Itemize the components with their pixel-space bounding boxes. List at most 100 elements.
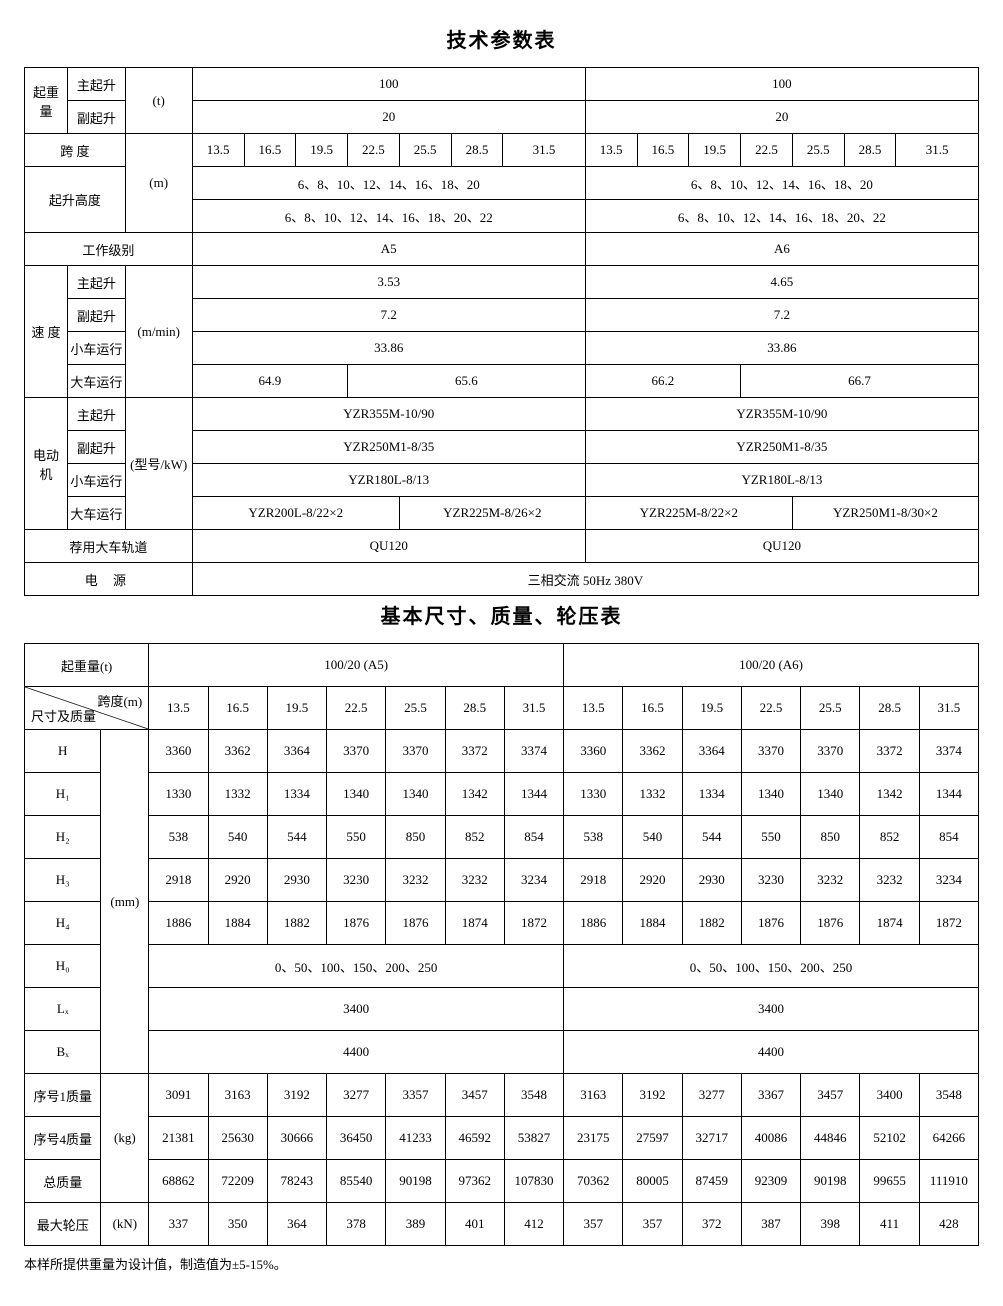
cell: 100	[585, 68, 978, 101]
cell: 3364	[267, 730, 326, 773]
label: 主起升	[68, 68, 126, 101]
cell: 2920	[208, 859, 267, 902]
cell: 3232	[445, 859, 504, 902]
cell: 25.5	[386, 687, 445, 730]
cell: 0、50、100、150、200、250	[149, 945, 564, 988]
cell: 3372	[860, 730, 919, 773]
cell: QU120	[585, 530, 978, 563]
row: H₃ 2918292029303230323232323234291829202…	[25, 859, 979, 902]
cell: 1874	[445, 902, 504, 945]
cell: 27597	[623, 1117, 682, 1160]
cell: 4400	[564, 1031, 979, 1074]
cell: A5	[192, 233, 585, 266]
label: 尺寸及质量	[31, 706, 96, 725]
cell: 46592	[445, 1117, 504, 1160]
cell: 3364	[682, 730, 741, 773]
cell: 544	[682, 816, 741, 859]
cell: A6	[585, 233, 978, 266]
cell: 25630	[208, 1117, 267, 1160]
unit: (kN)	[101, 1203, 149, 1246]
cell: 1872	[919, 902, 978, 945]
cell: 1876	[741, 902, 800, 945]
cell: 3232	[386, 859, 445, 902]
cell: 32717	[682, 1117, 741, 1160]
cell: 1332	[623, 773, 682, 816]
cell: 2930	[682, 859, 741, 902]
cell: 3091	[149, 1074, 208, 1117]
label: 副起升	[68, 299, 126, 332]
cell: 1876	[801, 902, 860, 945]
cell: 3548	[504, 1074, 563, 1117]
cell: 53827	[504, 1117, 563, 1160]
cell: 1884	[208, 902, 267, 945]
label: 序号4质量	[25, 1117, 101, 1160]
cell: YZR250M1-8/30×2	[792, 497, 978, 530]
cell: 72209	[208, 1160, 267, 1203]
cell: 411	[860, 1203, 919, 1246]
label: H₂	[25, 816, 101, 859]
cell: 3457	[445, 1074, 504, 1117]
label: 小车运行	[68, 464, 126, 497]
cell: 1872	[504, 902, 563, 945]
cell: 2918	[564, 859, 623, 902]
cell: 3370	[801, 730, 860, 773]
cell: 70362	[564, 1160, 623, 1203]
row: 工作级别 A5 A6	[25, 233, 979, 266]
footnote: 本样所提供重量为设计值，制造值为±5-15%。	[24, 1254, 979, 1273]
cell: 1334	[267, 773, 326, 816]
label: 速 度	[25, 266, 68, 398]
cell: 3370	[741, 730, 800, 773]
label: 起升高度	[25, 167, 126, 233]
cell: 401	[445, 1203, 504, 1246]
cell: 6、8、10、12、14、16、18、20、22	[585, 200, 978, 233]
title-2: 基本尺寸、质量、轮压表	[24, 600, 979, 629]
cell: 31.5	[896, 134, 979, 167]
label: 起重量	[25, 68, 68, 134]
cell: 52102	[860, 1117, 919, 1160]
title-1: 技术参数表	[24, 24, 979, 53]
label: 主起升	[68, 398, 126, 431]
row: 跨度(m) 尺寸及质量 13.5 16.5 19.5 22.5 25.5 28.…	[25, 687, 979, 730]
cell: 1340	[741, 773, 800, 816]
cell: 36450	[327, 1117, 386, 1160]
label: 总质量	[25, 1160, 101, 1203]
label: H₄	[25, 902, 101, 945]
cell: 31.5	[919, 687, 978, 730]
cell: 13.5	[564, 687, 623, 730]
cell: 44846	[801, 1117, 860, 1160]
label: Lₓ	[25, 988, 101, 1031]
cell: 854	[919, 816, 978, 859]
cell: 3192	[623, 1074, 682, 1117]
cell: 854	[504, 816, 563, 859]
cell: 13.5	[149, 687, 208, 730]
cell: 1344	[919, 773, 978, 816]
cell: 852	[860, 816, 919, 859]
cell: 1330	[149, 773, 208, 816]
cell: 1340	[386, 773, 445, 816]
cell: 538	[564, 816, 623, 859]
cell: 550	[327, 816, 386, 859]
cell: 3400	[564, 988, 979, 1031]
cell: 1882	[682, 902, 741, 945]
cell: 66.2	[585, 365, 740, 398]
cell: 1876	[327, 902, 386, 945]
cell: 2918	[149, 859, 208, 902]
cell: 3277	[327, 1074, 386, 1117]
cell: 2920	[623, 859, 682, 902]
cell: 3400	[860, 1074, 919, 1117]
cell: 1874	[860, 902, 919, 945]
cell: 378	[327, 1203, 386, 1246]
label: 小车运行	[68, 332, 126, 365]
cell: 107830	[504, 1160, 563, 1203]
row: H₂ 5385405445508508528545385405445508508…	[25, 816, 979, 859]
cell: 23175	[564, 1117, 623, 1160]
cell: 25.5	[801, 687, 860, 730]
cell: 68862	[149, 1160, 208, 1203]
cell: 16.5	[208, 687, 267, 730]
cell: 1330	[564, 773, 623, 816]
cell: 22.5	[327, 687, 386, 730]
cell: 398	[801, 1203, 860, 1246]
cell: 1342	[445, 773, 504, 816]
label: 起重量(t)	[25, 644, 149, 687]
cell: 550	[741, 816, 800, 859]
